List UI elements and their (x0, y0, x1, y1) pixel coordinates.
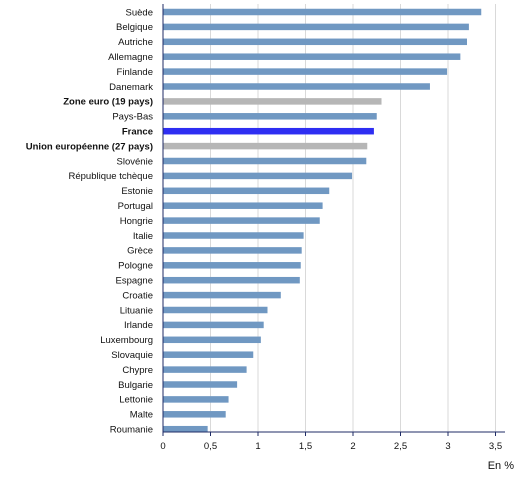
category-label: Chypre (122, 365, 153, 376)
category-label: Pologne (118, 261, 153, 272)
bar (163, 381, 238, 388)
bar (163, 425, 208, 433)
category-label: République tchèque (68, 171, 153, 182)
bar (163, 187, 330, 195)
bar (163, 411, 226, 418)
category-label: Italie (133, 231, 153, 242)
category-label: Danemark (109, 82, 153, 93)
category-label: Autriche (118, 37, 153, 48)
bar (163, 321, 264, 329)
category-label: Zone euro (19 pays) (63, 97, 153, 108)
bar (163, 247, 302, 254)
category-label: Croatie (122, 290, 153, 301)
x-tick-label: 0,5 (204, 441, 217, 452)
x-tick-label: 3,5 (489, 441, 502, 452)
x-axis: 0 0,5 1 1,5 2 2,5 3 3,5 (160, 4, 505, 452)
x-tick-label: 0 (160, 441, 165, 452)
category-label: Bulgarie (118, 380, 153, 391)
bar (163, 23, 469, 31)
category-label: Union européenne (27 pays) (26, 141, 153, 152)
bar (163, 366, 247, 373)
bar (163, 232, 304, 239)
bar (163, 127, 374, 135)
bar (163, 306, 268, 314)
category-label: Belgique (116, 22, 153, 33)
bar (163, 83, 430, 90)
category-label: Finlande (117, 67, 153, 78)
bar (163, 172, 353, 180)
x-tick-label: 3 (445, 441, 450, 452)
x-tick-label: 2 (350, 441, 355, 452)
category-labels: Suède Belgique Autriche Allemagne Finlande Da… (26, 7, 153, 435)
category-label: Slovénie (117, 156, 153, 167)
x-tick-label: 2,5 (394, 441, 407, 452)
bar (163, 8, 482, 16)
bar (163, 38, 467, 46)
category-label: Grèce (127, 246, 153, 257)
bar (163, 396, 229, 403)
bar (163, 336, 261, 344)
bar (163, 53, 461, 60)
bar (163, 68, 448, 75)
category-label: Lituanie (120, 305, 153, 316)
bar (163, 98, 382, 105)
bar (163, 351, 254, 358)
category-label: Malte (130, 410, 153, 421)
bar (163, 202, 323, 209)
category-label: Lettonie (119, 395, 153, 406)
bar (163, 276, 300, 284)
bars (163, 8, 482, 433)
bar (163, 157, 367, 165)
bar (163, 262, 301, 269)
category-label: Estonie (121, 186, 153, 197)
unit-label: En % (488, 460, 515, 472)
category-label: France (122, 127, 153, 138)
bar (163, 217, 320, 224)
category-label: Hongrie (120, 216, 153, 227)
x-tick-label: 1 (255, 441, 260, 452)
category-label: Portugal (118, 201, 153, 212)
category-label: Slovaquie (111, 350, 153, 361)
bar (163, 291, 281, 299)
category-label: Luxembourg (100, 335, 153, 346)
category-label: Suède (126, 7, 153, 18)
category-label: Pays-Bas (112, 112, 153, 123)
category-label: Allemagne (108, 52, 153, 63)
x-tick-label: 1,5 (299, 441, 312, 452)
category-label: Espagne (115, 276, 153, 287)
bar (163, 113, 377, 120)
category-label: Irlande (124, 320, 153, 331)
category-label: Roumanie (110, 425, 153, 436)
bar (163, 142, 368, 150)
